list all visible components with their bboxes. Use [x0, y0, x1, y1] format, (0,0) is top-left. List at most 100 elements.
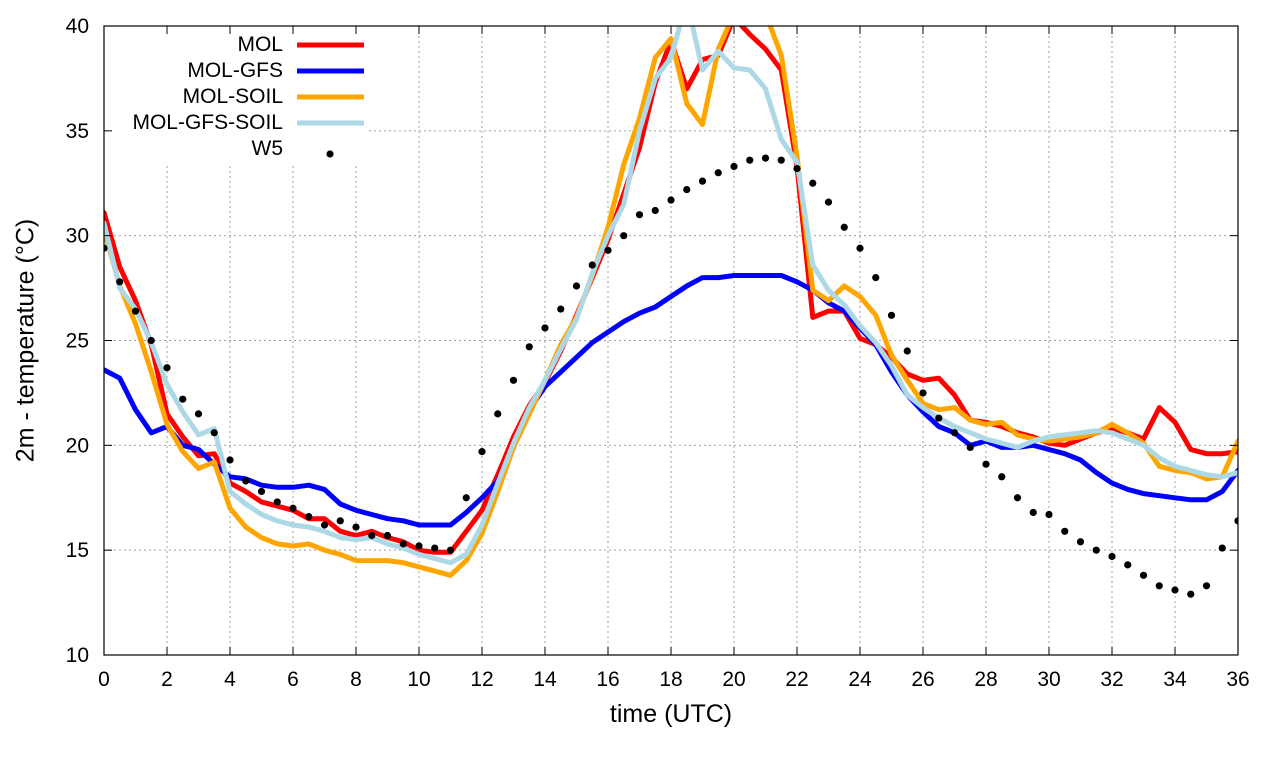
x-tick-label: 6 [287, 668, 299, 691]
legend-label-mol-gfs: MOL-GFS [187, 59, 283, 82]
y-tick-label: 35 [66, 120, 89, 143]
series-layer [104, 26, 1238, 598]
data-point-w5 [1187, 590, 1195, 598]
x-tick-label: 28 [974, 668, 997, 691]
data-point-w5 [179, 395, 187, 403]
data-point-w5 [415, 542, 423, 550]
legend-label-w5: W5 [252, 137, 284, 160]
data-point-w5 [903, 347, 911, 355]
x-tick-label: 18 [659, 668, 682, 691]
data-point-w5 [525, 343, 533, 351]
data-point-w5 [919, 389, 927, 397]
data-point-w5 [352, 523, 360, 531]
data-point-w5 [1045, 510, 1053, 519]
data-point-w5 [935, 414, 943, 422]
data-point-w5 [163, 364, 171, 372]
data-point-w5 [824, 198, 833, 206]
data-point-w5 [1029, 508, 1037, 517]
data-point-w5 [950, 429, 959, 437]
data-point-w5 [1139, 571, 1148, 579]
data-point-w5 [320, 521, 329, 529]
y-tick-label: 40 [66, 15, 89, 38]
legend-label-mol-soil: MOL-SOIL [183, 85, 283, 108]
data-point-w5 [1171, 586, 1179, 594]
x-tick-label: 26 [911, 668, 934, 691]
x-tick-label: 34 [1163, 668, 1187, 691]
data-point-w5 [104, 244, 108, 252]
data-point-w5 [1076, 538, 1085, 546]
data-point-w5 [856, 244, 864, 252]
data-point-w5 [399, 540, 407, 548]
x-tick-label: 0 [98, 668, 110, 691]
data-point-w5 [368, 531, 376, 540]
data-point-w5 [698, 177, 707, 185]
y-axis-label: 2m - temperature (°C) [12, 219, 40, 462]
data-point-w5 [446, 546, 455, 554]
data-point-w5 [557, 305, 565, 313]
legend: MOL MOL-GFS MOL-SOIL MOL-GFS-SOIL W5 [132, 33, 364, 160]
data-point-w5 [210, 429, 218, 437]
series-line-mol-gfs [104, 273, 1238, 528]
y-tick-label: 10 [66, 644, 89, 667]
data-point-w5 [478, 448, 486, 456]
data-point-w5 [1108, 552, 1116, 561]
data-point-w5 [730, 162, 738, 171]
data-point-w5 [494, 410, 502, 418]
data-point-w5 [257, 487, 266, 496]
data-point-w5 [1202, 582, 1211, 590]
data-point-w5 [1092, 546, 1100, 554]
data-point-w5 [982, 460, 990, 468]
data-point-w5 [1013, 494, 1022, 502]
data-point-w5 [509, 376, 518, 384]
x-tick-label: 16 [596, 668, 619, 691]
data-point-w5 [620, 232, 628, 240]
data-point-w5 [872, 274, 880, 282]
x-tick-label: 8 [350, 668, 362, 691]
data-point-w5 [572, 282, 581, 290]
series-line-mol-gfs-soil [104, 26, 1238, 566]
y-tick-label: 30 [66, 225, 89, 248]
data-point-w5 [305, 513, 313, 521]
data-point-w5 [1234, 517, 1238, 525]
y-tick-label: 25 [66, 330, 89, 353]
data-point-w5 [336, 517, 344, 525]
x-tick-label: 24 [848, 668, 872, 691]
legend-marker-w5 [326, 150, 334, 158]
data-point-w5 [147, 336, 155, 345]
data-point-w5 [714, 169, 722, 177]
data-point-w5 [809, 179, 817, 187]
x-tick-label: 32 [1100, 668, 1123, 691]
data-point-w5 [651, 206, 659, 215]
x-tick-label: 10 [407, 668, 430, 691]
data-point-w5 [131, 307, 140, 315]
series-line-mol-soil [104, 26, 1238, 578]
data-point-w5 [194, 410, 203, 418]
data-point-w5 [383, 531, 392, 540]
data-point-w5 [746, 156, 754, 164]
legend-label-mol-gfs-soil: MOL-GFS-SOIL [132, 111, 283, 134]
x-tick-label: 12 [470, 668, 493, 691]
data-point-w5 [242, 477, 250, 485]
x-tick-label: 4 [224, 668, 236, 691]
x-tick-label: 2 [161, 668, 173, 691]
x-tick-label: 30 [1037, 668, 1060, 691]
data-point-w5 [1061, 527, 1069, 535]
data-point-w5 [588, 261, 596, 269]
data-point-w5 [116, 278, 124, 286]
data-point-w5 [761, 154, 770, 162]
data-point-w5 [683, 185, 691, 194]
data-point-w5 [667, 196, 675, 204]
data-point-w5 [604, 246, 612, 254]
data-point-w5 [966, 443, 974, 452]
data-point-w5 [1124, 561, 1132, 569]
data-point-w5 [226, 456, 234, 464]
axis-ticks: 0 2 4 6 8 10 12 14 16 18 20 22 24 26 28 30 32 34 361015202… [66, 15, 1250, 691]
data-point-w5 [777, 156, 785, 164]
data-point-w5 [462, 494, 470, 502]
x-tick-label: 22 [785, 668, 808, 691]
x-tick-label: 14 [533, 668, 557, 691]
x-axis-label: time (UTC) [610, 700, 732, 728]
legend-label-mol: MOL [237, 33, 283, 56]
data-point-w5 [289, 504, 297, 512]
